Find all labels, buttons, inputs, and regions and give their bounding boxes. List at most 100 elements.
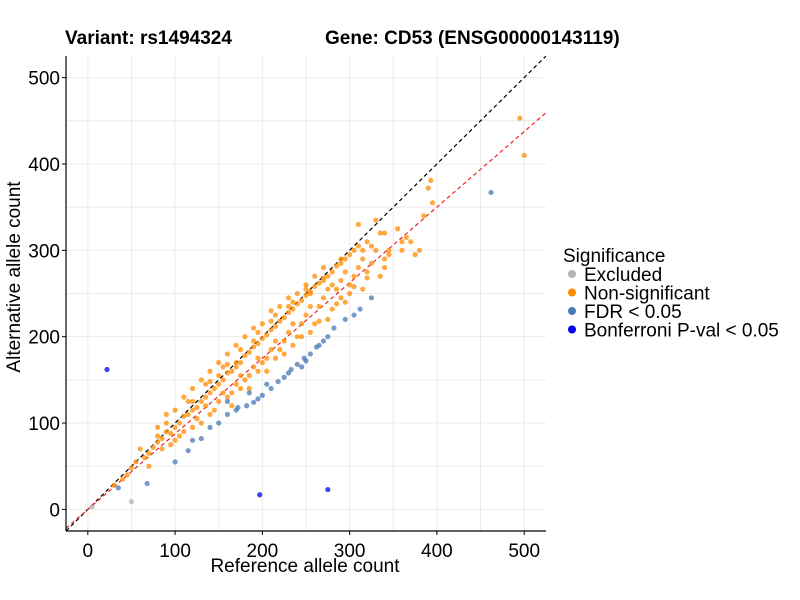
point-non-significant xyxy=(425,185,431,191)
point-fdr-0-05 xyxy=(303,358,309,364)
point-non-significant xyxy=(237,385,244,392)
point-non-significant xyxy=(189,407,196,413)
point-non-significant xyxy=(237,359,244,366)
point-non-significant xyxy=(364,239,370,245)
point-non-significant xyxy=(203,394,209,400)
point-non-significant xyxy=(237,372,244,379)
point-non-significant xyxy=(242,377,248,383)
point-non-significant xyxy=(146,450,152,456)
point-non-significant xyxy=(163,411,169,418)
point-fdr-0-05 xyxy=(207,424,213,430)
point-fdr-0-05 xyxy=(342,316,348,323)
point-non-significant xyxy=(141,454,148,461)
point-non-significant xyxy=(316,318,322,324)
point-non-significant xyxy=(347,290,353,297)
point-non-significant xyxy=(224,361,231,367)
point-non-significant xyxy=(386,247,392,253)
point-non-significant xyxy=(364,275,370,281)
point-non-significant xyxy=(416,247,423,253)
y-tick-label: 400 xyxy=(28,155,60,176)
point-non-significant xyxy=(281,338,287,344)
point-fdr-0-05 xyxy=(198,435,204,442)
point-non-significant xyxy=(307,303,313,310)
point-non-significant xyxy=(399,247,405,253)
point-fdr-0-05 xyxy=(331,325,337,331)
point-non-significant xyxy=(325,273,331,279)
point-non-significant xyxy=(233,364,239,370)
point-non-significant xyxy=(242,353,248,359)
point-fdr-0-05 xyxy=(299,364,305,370)
point-fdr-0-05 xyxy=(185,448,191,454)
point-non-significant xyxy=(255,340,261,347)
point-non-significant xyxy=(373,217,379,223)
point-fdr-0-05 xyxy=(264,381,270,387)
point-non-significant xyxy=(172,424,178,430)
point-non-significant xyxy=(320,277,327,284)
y-tick-label: 100 xyxy=(28,414,60,435)
point-non-significant xyxy=(268,327,274,333)
point-non-significant xyxy=(351,247,357,253)
x-tick-label: 200 xyxy=(247,541,279,562)
point-non-significant xyxy=(338,260,344,266)
point-non-significant xyxy=(268,308,274,314)
point-non-significant xyxy=(342,256,348,262)
point-fdr-0-05 xyxy=(285,370,292,376)
point-non-significant xyxy=(133,459,139,465)
point-non-significant xyxy=(517,115,523,121)
point-non-significant xyxy=(368,243,375,249)
point-non-significant xyxy=(111,482,117,488)
point-non-significant xyxy=(176,433,183,439)
point-non-significant xyxy=(264,332,270,338)
point-excluded xyxy=(128,499,135,505)
point-fdr-0-05 xyxy=(244,403,250,409)
point-fdr-0-05 xyxy=(275,378,281,385)
point-non-significant xyxy=(316,280,322,286)
point-non-significant xyxy=(338,295,344,301)
point-non-significant xyxy=(281,315,287,321)
point-non-significant xyxy=(242,334,248,340)
legend-key xyxy=(568,270,576,278)
point-non-significant xyxy=(194,416,200,422)
point-non-significant xyxy=(294,290,300,297)
point-fdr-0-05 xyxy=(351,312,357,318)
point-non-significant xyxy=(364,269,370,275)
point-non-significant xyxy=(329,282,335,288)
y-tick-label: 200 xyxy=(28,328,60,349)
point-non-significant xyxy=(333,301,340,307)
point-non-significant xyxy=(124,472,130,478)
point-bonferroni-p-val-0-05 xyxy=(257,492,263,498)
point-non-significant xyxy=(189,398,196,405)
point-non-significant xyxy=(203,403,209,409)
point-non-significant xyxy=(181,394,187,400)
point-non-significant xyxy=(395,226,401,232)
point-non-significant xyxy=(224,351,231,357)
point-non-significant xyxy=(251,338,257,344)
x-ticks: 0 100 200 300 400 500 xyxy=(83,531,540,562)
point-non-significant xyxy=(294,334,300,340)
point-bonferroni-p-val-0-05 xyxy=(104,366,110,373)
x-axis-title: Reference allele count xyxy=(210,556,400,577)
point-non-significant xyxy=(428,177,434,183)
point-non-significant xyxy=(224,370,231,376)
point-non-significant xyxy=(307,329,313,335)
legend-label: Non-significant xyxy=(584,284,710,305)
legend-key xyxy=(568,325,576,334)
point-non-significant xyxy=(172,437,178,443)
point-non-significant xyxy=(381,230,388,236)
point-non-significant xyxy=(229,368,235,374)
point-non-significant xyxy=(290,342,296,348)
point-non-significant xyxy=(399,239,405,245)
point-non-significant xyxy=(259,359,265,366)
point-non-significant xyxy=(181,413,187,419)
point-fdr-0-05 xyxy=(255,396,261,402)
point-non-significant xyxy=(290,306,296,312)
point-non-significant xyxy=(233,359,239,366)
point-non-significant xyxy=(272,355,279,361)
point-non-significant xyxy=(338,256,344,262)
legend-key xyxy=(568,288,576,297)
point-fdr-0-05 xyxy=(216,420,222,426)
axes xyxy=(65,56,546,532)
point-fdr-0-05 xyxy=(320,338,327,344)
point-non-significant xyxy=(333,263,340,269)
